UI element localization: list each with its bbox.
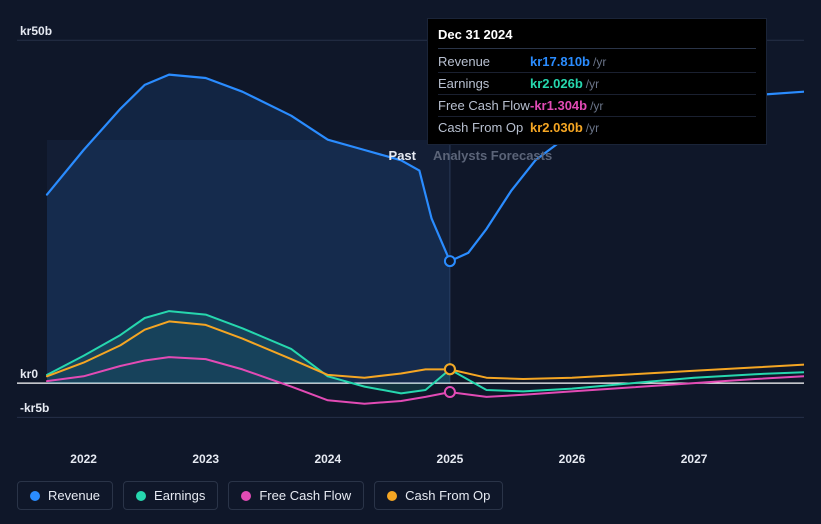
tooltip-row-unit: /yr bbox=[593, 55, 606, 69]
x-tick-label: 2027 bbox=[681, 452, 708, 466]
legend-label: Earnings bbox=[154, 488, 205, 503]
tooltip-row-value: kr2.026b bbox=[530, 76, 583, 91]
x-tick-label: 2024 bbox=[314, 452, 341, 466]
x-tick-label: 2026 bbox=[559, 452, 586, 466]
tooltip-row-unit: /yr bbox=[586, 121, 599, 135]
tooltip-row-value: -kr1.304b bbox=[530, 98, 587, 113]
tooltip-row-value: kr2.030b bbox=[530, 120, 583, 135]
legend-dot-icon bbox=[241, 491, 251, 501]
tooltip-row-value: kr17.810b bbox=[530, 54, 590, 69]
legend-item-earnings[interactable]: Earnings bbox=[123, 481, 218, 510]
legend-item-cfo[interactable]: Cash From Op bbox=[374, 481, 503, 510]
tooltip-title: Dec 31 2024 bbox=[438, 27, 756, 49]
legend-dot-icon bbox=[136, 491, 146, 501]
tooltip-row-label: Cash From Op bbox=[438, 120, 530, 135]
tooltip-row-label: Earnings bbox=[438, 76, 530, 91]
tooltip-row-unit: /yr bbox=[590, 99, 603, 113]
chart-tooltip: Dec 31 2024 Revenuekr17.810b/yrEarningsk… bbox=[427, 18, 767, 145]
legend-dot-icon bbox=[30, 491, 40, 501]
legend-item-fcf[interactable]: Free Cash Flow bbox=[228, 481, 364, 510]
section-label-forecast: Analysts Forecasts bbox=[433, 148, 552, 163]
y-tick-label: -kr5b bbox=[20, 401, 49, 415]
y-tick-label: kr50b bbox=[20, 24, 52, 38]
y-tick-label: kr0 bbox=[20, 367, 38, 381]
legend-label: Revenue bbox=[48, 488, 100, 503]
x-tick-label: 2023 bbox=[192, 452, 219, 466]
x-tick-label: 2025 bbox=[437, 452, 464, 466]
tooltip-row-label: Free Cash Flow bbox=[438, 98, 530, 113]
x-tick-label: 2022 bbox=[70, 452, 97, 466]
chart-legend: Revenue Earnings Free Cash Flow Cash From O… bbox=[17, 481, 503, 510]
legend-dot-icon bbox=[387, 491, 397, 501]
legend-label: Cash From Op bbox=[405, 488, 490, 503]
tooltip-row: Revenuekr17.810b/yr bbox=[438, 51, 756, 73]
tooltip-row: Free Cash Flow-kr1.304b/yr bbox=[438, 95, 756, 117]
tooltip-row: Earningskr2.026b/yr bbox=[438, 73, 756, 95]
tooltip-row-label: Revenue bbox=[438, 54, 530, 69]
tooltip-row-unit: /yr bbox=[586, 77, 599, 91]
legend-label: Free Cash Flow bbox=[259, 488, 351, 503]
section-label-past: Past bbox=[389, 148, 416, 163]
legend-item-revenue[interactable]: Revenue bbox=[17, 481, 113, 510]
tooltip-row: Cash From Opkr2.030b/yr bbox=[438, 117, 756, 138]
